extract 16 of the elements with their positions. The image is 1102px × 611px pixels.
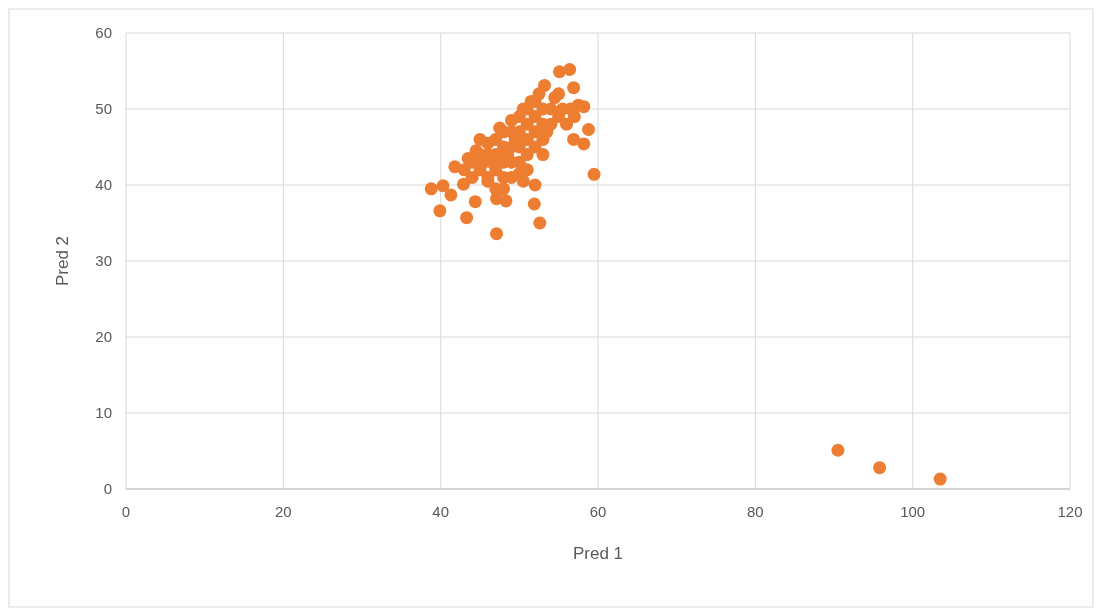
y-axis-title: Pred 2 [53, 235, 72, 287]
y-tick-label: 40 [95, 176, 112, 194]
y-tick-label: 20 [95, 328, 112, 346]
y-tick-label: 60 [95, 24, 112, 42]
x-axis-title: Pred 1 [572, 544, 624, 563]
x-tick-label: 100 [900, 503, 926, 520]
x-tick-label: 0 [121, 503, 131, 520]
x-tick-label: 20 [274, 503, 292, 520]
y-tick-label: 30 [95, 252, 112, 270]
x-tick-label: 80 [746, 503, 764, 520]
y-tick-label: 50 [95, 100, 112, 118]
x-tick-label: 40 [432, 503, 450, 520]
y-tick-label: 0 [103, 480, 112, 498]
x-tick-label: 60 [589, 503, 607, 520]
x-tick-label: 120 [1057, 503, 1083, 520]
y-tick-label: 10 [95, 404, 112, 422]
